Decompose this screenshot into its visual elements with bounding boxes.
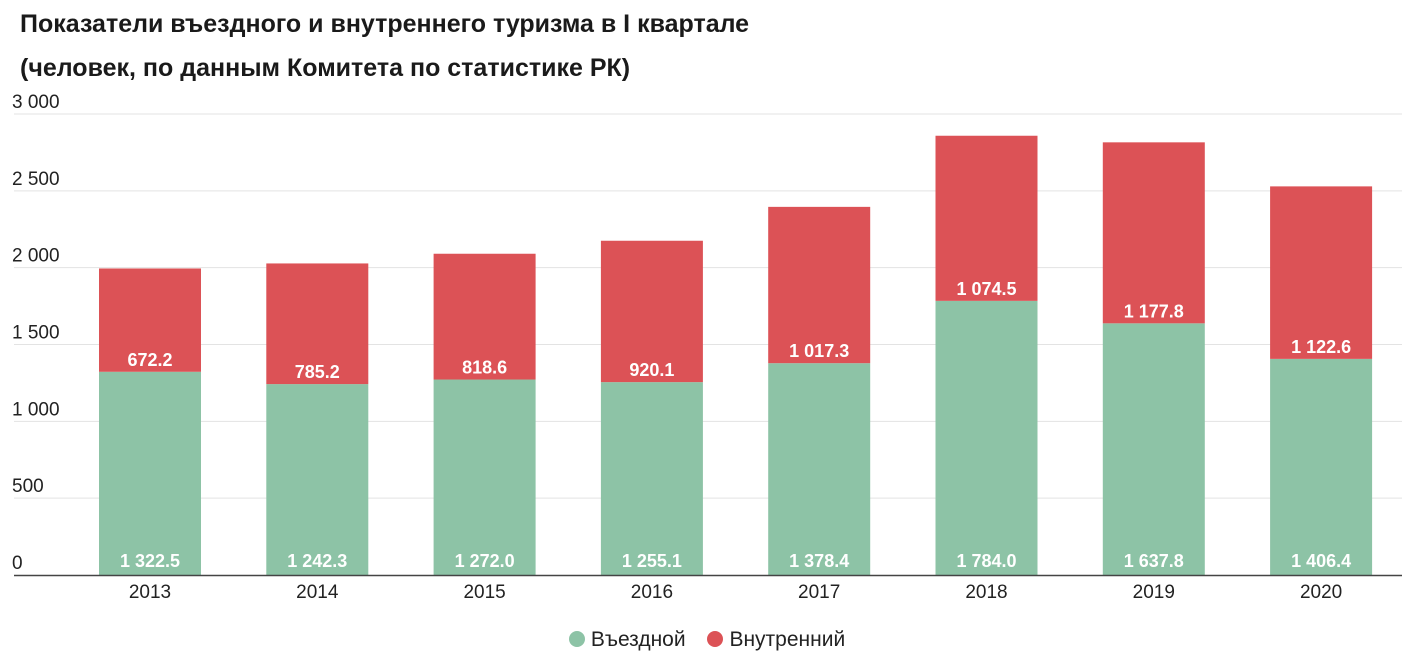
bar-entry [1102, 323, 1205, 575]
chart-legend: Въездной Внутренний [0, 628, 1414, 652]
chart-title: Показатели въездного и внутреннего туриз… [20, 2, 749, 90]
y-tick-label: 1 500 [12, 323, 60, 344]
data-label-entry: 1 637.8 [1124, 551, 1184, 571]
x-tick-label: 2020 [1300, 582, 1342, 603]
data-label-entry: 1 242.3 [287, 551, 347, 571]
bar-entry [266, 384, 369, 575]
data-label-domestic: 672.2 [127, 350, 172, 370]
bar-entry [768, 363, 871, 575]
x-tick-label: 2019 [1133, 582, 1175, 603]
x-tick-label: 2013 [129, 582, 171, 603]
bar-domestic [99, 268, 201, 372]
data-label-entry: 1 784.0 [956, 551, 1016, 571]
data-label-domestic: 818.6 [462, 358, 507, 378]
data-label-entry: 1 322.5 [120, 551, 180, 571]
data-label-entry: 1 255.1 [622, 551, 682, 571]
bar-domestic [1102, 142, 1205, 324]
data-label-domestic: 1 177.8 [1124, 301, 1184, 321]
x-tick-label: 2018 [965, 582, 1007, 603]
legend-label-domestic: Внутренний [729, 628, 846, 651]
legend-swatch-domestic [707, 631, 724, 647]
bar-entry [1270, 358, 1373, 575]
bar-entry [600, 382, 703, 575]
y-tick-label: 1 000 [12, 399, 60, 420]
data-label-domestic: 785.2 [295, 362, 340, 382]
bar-domestic [600, 240, 703, 383]
x-tick-label: 2016 [631, 582, 673, 603]
bar-domestic [266, 263, 369, 385]
data-label-domestic: 920.1 [629, 360, 674, 380]
bar-domestic [1270, 186, 1373, 359]
data-label-entry: 1 406.4 [1291, 551, 1351, 571]
legend-item-entry: Въездной [568, 628, 686, 652]
x-tick-label: 2015 [463, 582, 505, 603]
data-label-domestic: 1 017.3 [789, 341, 849, 361]
chart-title-line-2: (человек, по данным Комитета по статисти… [20, 54, 631, 82]
x-tick-label: 2014 [296, 582, 339, 603]
legend-item-domestic: Внутренний [707, 628, 845, 652]
bar-domestic [935, 135, 1038, 301]
data-label-domestic: 1 074.5 [956, 279, 1016, 299]
bar-domestic [768, 206, 871, 364]
bar-entry [433, 379, 536, 575]
y-tick-label: 0 [12, 553, 23, 574]
bar-domestic [433, 253, 536, 380]
legend-swatch-entry [568, 631, 585, 647]
x-tick-label: 2017 [798, 582, 840, 603]
chart-title-line-1: Показатели въездного и внутреннего туриз… [20, 10, 750, 38]
y-tick-label: 2 000 [12, 246, 60, 267]
bar-entry [99, 371, 201, 575]
bar-entry [935, 300, 1038, 575]
data-label-entry: 1 378.4 [789, 551, 849, 571]
data-label-entry: 1 272.0 [455, 551, 515, 571]
data-label-domestic: 1 122.6 [1291, 337, 1351, 357]
y-tick-label: 500 [12, 476, 44, 497]
y-tick-label: 3 000 [12, 92, 60, 113]
legend-label-entry: Въездной [590, 628, 686, 651]
y-tick-label: 2 500 [12, 169, 60, 190]
